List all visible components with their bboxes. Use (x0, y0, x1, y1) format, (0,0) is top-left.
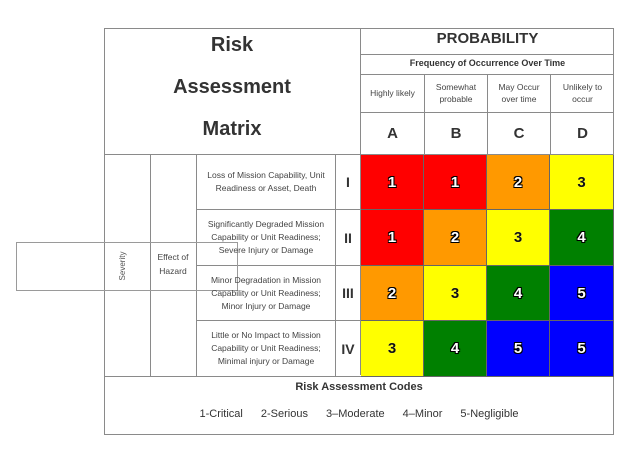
risk-cell: 4 (487, 266, 550, 321)
risk-codes-list: 1-Critical 2-Serious 3–Moderate 4–Minor … (104, 408, 614, 420)
risk-code-item: 1-Critical (199, 408, 243, 420)
risk-code-item: 4–Minor (402, 408, 443, 420)
divider (150, 154, 151, 376)
risk-code-item: 3–Moderate (325, 408, 385, 420)
divider (104, 154, 614, 155)
divider (550, 74, 551, 154)
probability-letter-a: A (387, 124, 398, 142)
probability-letter-b: B (450, 124, 462, 142)
severity-category: I (346, 174, 350, 190)
risk-codes-title: Risk Assessment Codes (295, 381, 423, 393)
risk-cell: 3 (550, 155, 614, 210)
probability-letter-c: C (513, 124, 525, 142)
probability-label-a: Highly likely (370, 88, 415, 98)
hazard-description: Significantly Degraded Mission Capabilit… (207, 219, 325, 255)
risk-cell: 5 (550, 321, 614, 377)
severity-category: IV (341, 340, 355, 357)
hazard-description: Loss of Mission Capability, Unit Readine… (207, 170, 325, 193)
risk-cell: 1 (361, 155, 424, 210)
divider (104, 376, 614, 377)
risk-cell: 3 (424, 266, 487, 321)
risk-cell: 5 (550, 266, 614, 321)
risk-cell: 4 (424, 321, 487, 377)
risk-cell: 1 (361, 210, 424, 266)
matrix-title-line3: Matrix (202, 118, 262, 140)
probability-title: PROBABILITY (436, 30, 539, 47)
divider (424, 74, 425, 154)
probability-letter-d: D (577, 124, 588, 142)
risk-code-item: 5-Negligible (460, 408, 519, 420)
risk-cell: 2 (487, 155, 550, 210)
severity-label: Severity (118, 251, 127, 281)
divider (196, 265, 360, 266)
risk-cell: 3 (361, 321, 424, 377)
divider (361, 54, 614, 55)
matrix-title-line2: Assessment (173, 76, 291, 98)
risk-cell: 5 (487, 321, 550, 377)
probability-label-d: Unlikely to occur (562, 82, 603, 104)
risk-cell: 4 (550, 210, 614, 266)
divider (196, 320, 360, 321)
probability-subtitle: Frequency of Occurrence Over Time (409, 58, 566, 68)
severity-overlay-box (16, 242, 238, 291)
hazard-description: Little or No Impact to Mission Capabilit… (211, 330, 321, 366)
probability-label-c: May Occur over time (498, 82, 540, 104)
severity-category: II (344, 229, 352, 246)
probability-label-b: Somewhat probable (435, 82, 477, 104)
hazard-description: Minor Degradation in Mission Capability … (210, 274, 322, 311)
risk-cell: 1 (424, 155, 487, 210)
divider (196, 209, 360, 210)
risk-cell: 2 (424, 210, 487, 266)
risk-code-item: 2-Serious (260, 408, 308, 420)
effect-of-hazard-label: Effect of Hazard (157, 252, 189, 276)
risk-cell: 3 (487, 210, 550, 266)
severity-category: III (342, 285, 354, 301)
risk-cell: 2 (361, 266, 424, 321)
divider (360, 28, 361, 375)
matrix-title-line1: Risk (210, 34, 254, 56)
divider (487, 74, 488, 154)
